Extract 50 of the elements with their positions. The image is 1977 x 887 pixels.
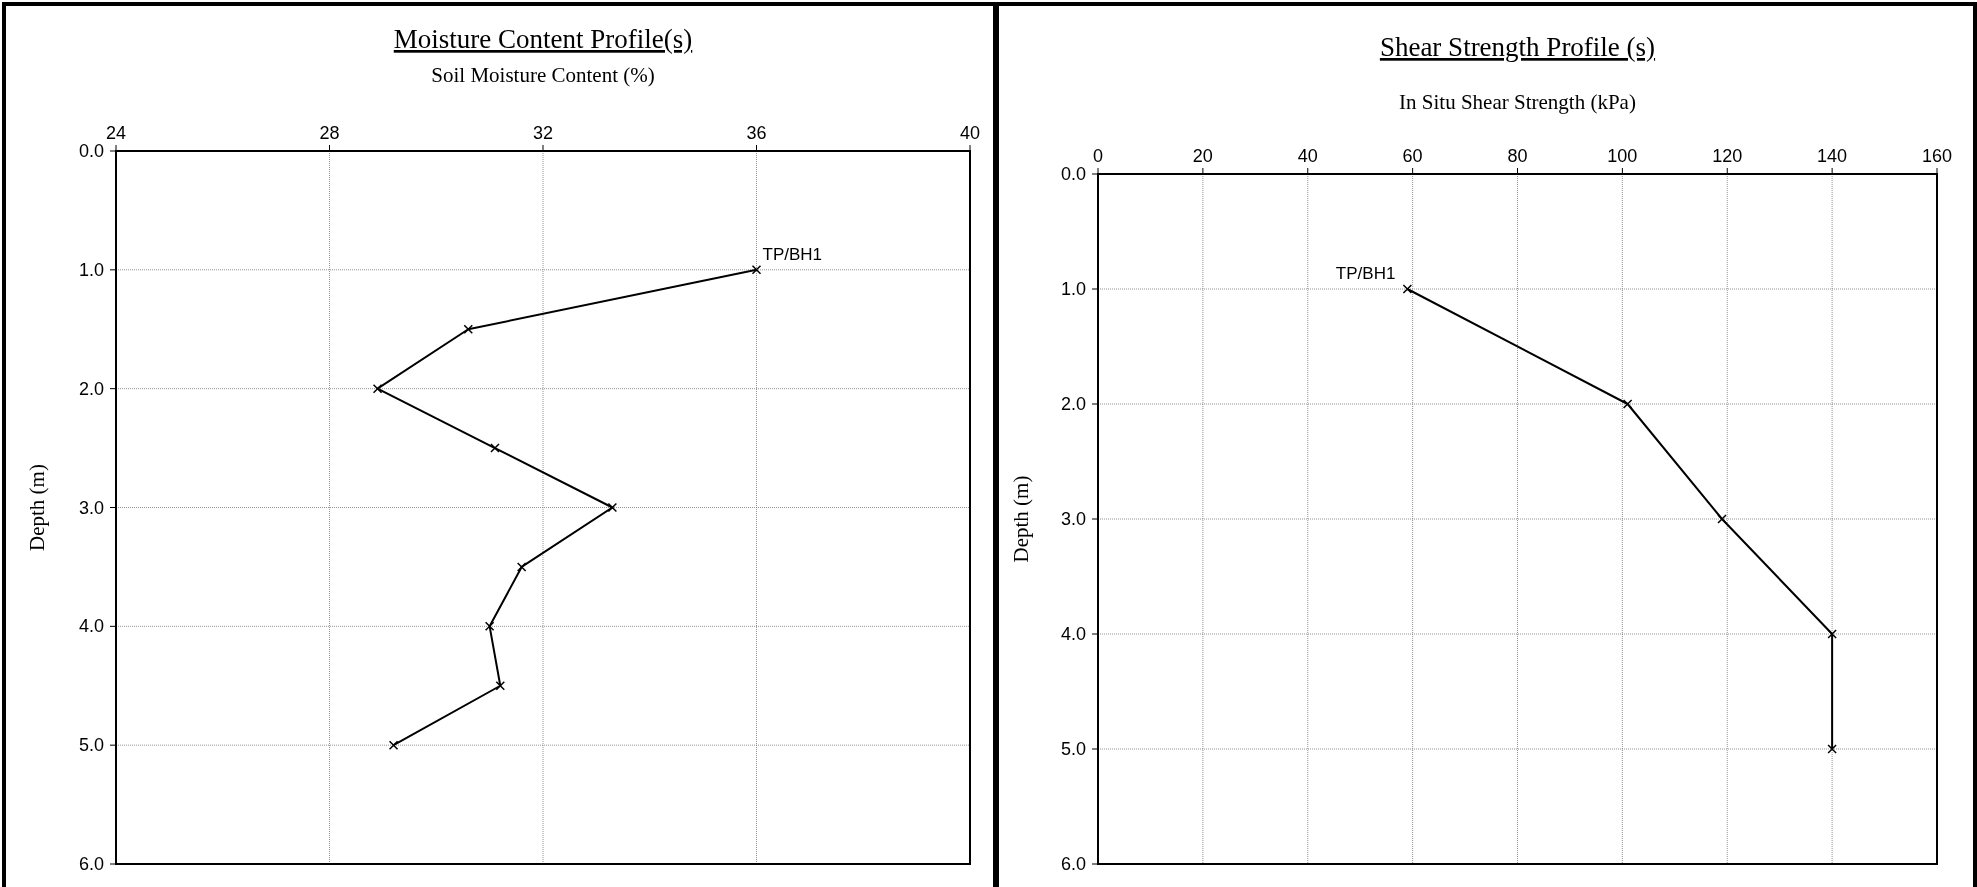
point [516,562,527,572]
x-tick-label: 24 [105,123,127,143]
x-tick-label: 160 [1921,146,1953,166]
x-tick-label: 36 [746,123,767,143]
point [372,383,383,394]
point [1717,514,1727,524]
x-tick-label: 40 [959,123,981,143]
y-tick-label: 1.0 [78,259,104,280]
y-tick-label: 6.0 [78,854,104,874]
x-tick-label: 32 [532,123,554,143]
point [388,740,399,750]
point [607,502,618,513]
x-tick-label: 20 [1192,146,1213,166]
x-axis-title: Soil Moisture Content (%) [431,63,655,87]
point [1402,284,1413,294]
point [1827,744,1837,754]
y-tick-label: 4.0 [78,616,104,637]
x-tick-label: 40 [1297,146,1318,166]
chart-title: Shear Strength Profile (s) [1379,32,1656,62]
point [490,443,500,453]
y-tick-label: 0.0 [78,141,104,161]
y-tick-label: 2.0 [78,378,104,399]
x-tick-label: 120 [1712,146,1743,166]
x-tick-label: 100 [1607,146,1638,166]
x-tick-label: 60 [1402,146,1423,166]
x-tick-label: 140 [1817,146,1848,166]
y-tick-label: 5.0 [78,735,104,756]
x-tick-label: 0 [1092,146,1104,166]
y-tick-label: 4.0 [1060,624,1086,644]
point [463,324,474,334]
point [1622,399,1633,409]
x-tick-label: 80 [1507,146,1528,166]
y-tick-label: 1.0 [1060,279,1086,299]
point [1827,629,1837,639]
y-tick-label: 6.0 [1060,854,1086,874]
y-tick-label: 5.0 [1060,739,1086,759]
point [751,265,762,275]
y-axis-title: Depth (m) [25,464,49,551]
y-axis-title: Depth (m) [1009,475,1033,563]
point [495,681,506,691]
chart-title: Moisture Content Profile(s) [393,24,693,54]
series-label: TP/BH1 [762,244,823,264]
y-tick-label: 3.0 [78,497,104,518]
y-tick-label: 0.0 [1060,164,1086,184]
y-tick-label: 3.0 [1060,509,1086,529]
x-axis-title: In Situ Shear Strength (kPa) [1399,90,1636,114]
point [484,621,495,632]
series-label: TP/BH1 [1335,264,1396,283]
y-tick-label: 2.0 [1060,394,1086,414]
x-tick-label: 28 [319,123,340,143]
